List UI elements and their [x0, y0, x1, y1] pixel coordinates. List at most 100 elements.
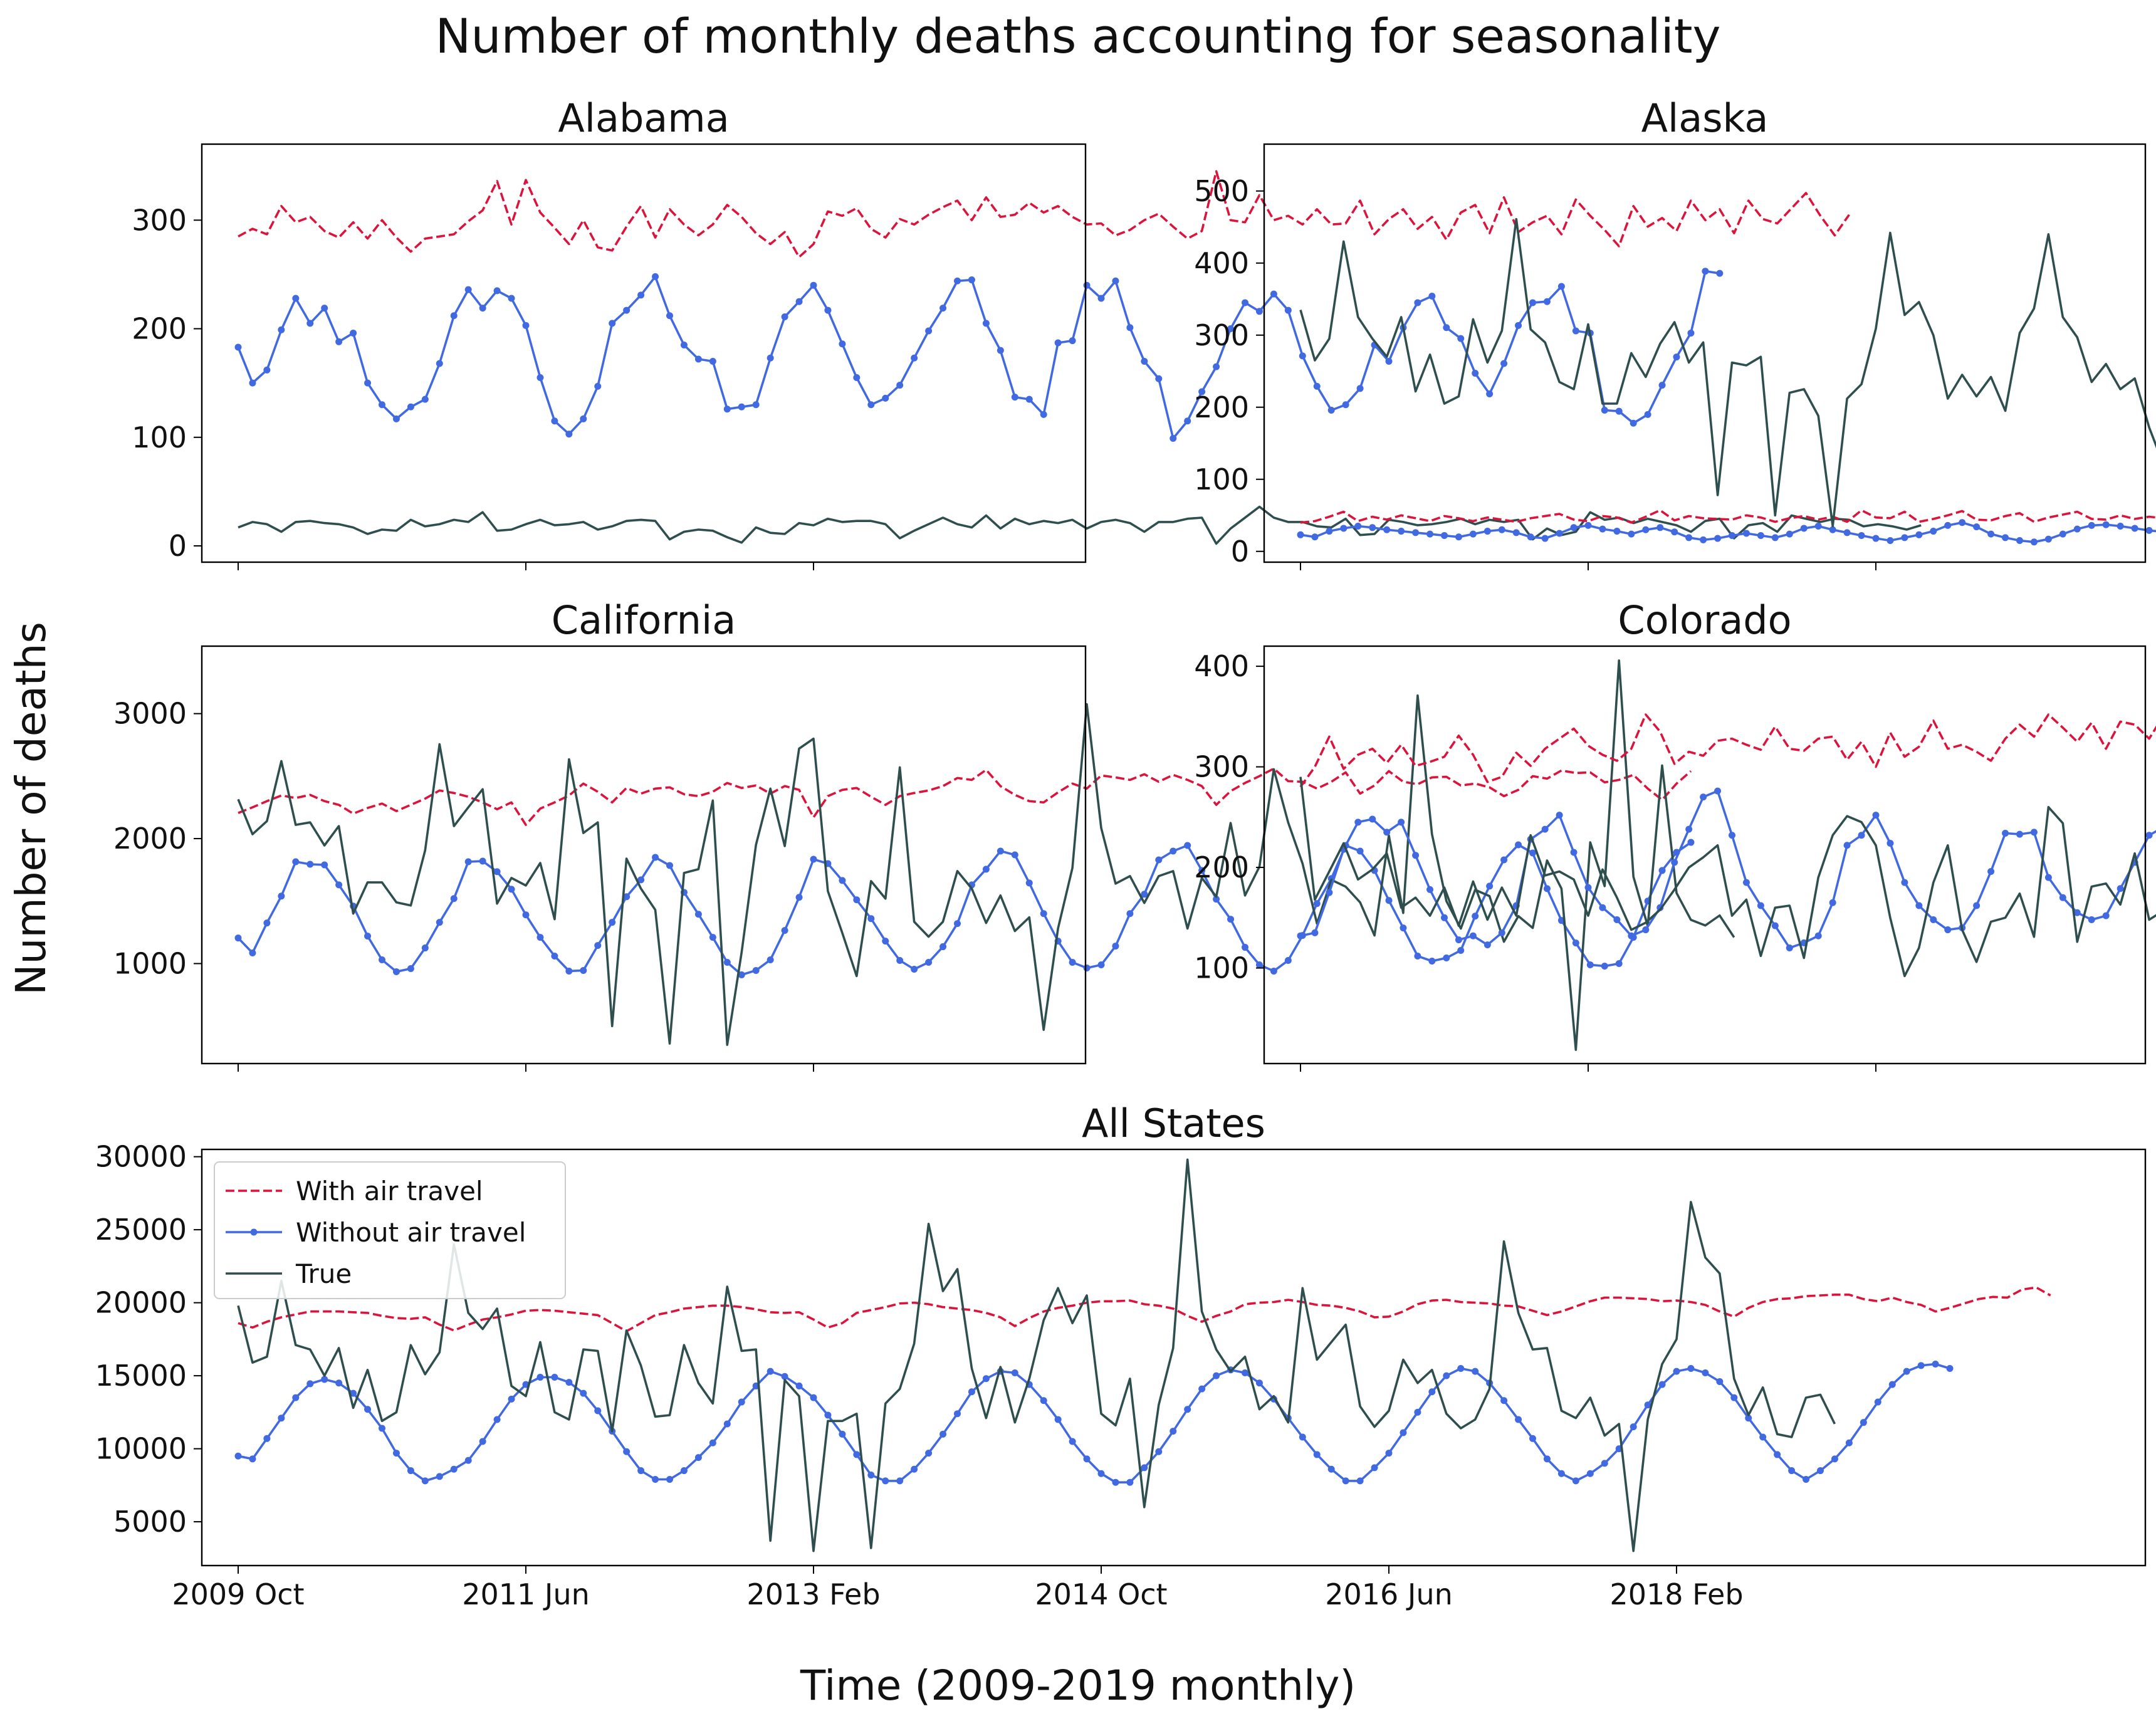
data-point: [580, 415, 587, 422]
data-point: [709, 934, 716, 941]
data-point: [1155, 1448, 1163, 1455]
figure-title: Number of monthly deaths accounting for …: [435, 8, 1721, 64]
series-line-with-air-travel: [1300, 509, 2156, 524]
data-point: [321, 1376, 328, 1383]
data-point: [1529, 299, 1536, 306]
data-point: [1630, 419, 1637, 427]
data-point: [234, 343, 242, 351]
legend-label: Without air travel: [296, 1217, 526, 1248]
data-point: [1658, 1381, 1666, 1388]
data-point: [694, 355, 702, 363]
data-point: [1184, 1406, 1191, 1413]
data-point: [565, 1379, 573, 1386]
data-point: [1469, 932, 1477, 939]
data-point: [1170, 847, 1177, 855]
axes-frame: [1263, 143, 2147, 563]
data-point: [968, 276, 975, 284]
data-point: [1385, 357, 1393, 365]
data-point: [493, 868, 501, 876]
data-point: [1369, 815, 1376, 823]
data-point: [1141, 891, 1148, 898]
data-point: [1572, 939, 1579, 947]
data-point: [436, 1473, 443, 1480]
data-point: [1255, 1379, 1263, 1387]
data-point: [536, 934, 544, 941]
data-point: [1786, 944, 1793, 951]
y-tick-label: 0: [1231, 535, 1249, 568]
data-point: [1543, 1455, 1551, 1463]
data-point: [925, 327, 933, 335]
data-point: [939, 1430, 947, 1438]
panel-california: California 1000 2000 3000: [113, 597, 1735, 1072]
data-point: [1198, 867, 1206, 874]
data-point: [1455, 936, 1462, 944]
data-point: [1786, 530, 1793, 538]
data-point: [1843, 842, 1851, 849]
y-tick-label: 400: [1194, 649, 1249, 683]
data-point: [335, 338, 343, 345]
data-point: [1658, 867, 1666, 874]
data-point: [1874, 1398, 1881, 1406]
data-point: [263, 919, 271, 927]
data-point: [767, 354, 774, 362]
data-point: [1860, 1419, 1867, 1426]
data-point: [1011, 851, 1018, 859]
data-point: [1915, 902, 1923, 909]
data-point: [1369, 524, 1376, 531]
data-point: [709, 1439, 716, 1446]
data-point: [1457, 1364, 1465, 1372]
data-point: [1299, 1433, 1306, 1441]
series-markers-without-air-travel: [1297, 787, 2153, 951]
data-point: [1213, 363, 1220, 370]
data-point: [306, 860, 314, 868]
data-point: [1814, 523, 1822, 530]
y-tick-label: 100: [1194, 463, 1249, 496]
data-point: [551, 1373, 558, 1381]
data-point: [1327, 406, 1335, 414]
data-point: [1170, 1428, 1177, 1435]
y-tick-label: 200: [1194, 390, 1249, 424]
data-point: [1083, 1455, 1091, 1463]
data-point: [1613, 528, 1621, 535]
data-point: [1155, 856, 1163, 864]
y-tick-label: 200: [1194, 850, 1249, 884]
legend-label: True: [295, 1258, 352, 1289]
data-point: [652, 273, 659, 280]
data-point: [652, 854, 659, 861]
data-point: [1412, 852, 1420, 859]
data-point: [321, 305, 328, 312]
data-point: [335, 881, 343, 889]
data-point: [1441, 531, 1448, 539]
data-point: [1242, 299, 1248, 306]
data-point: [968, 1388, 975, 1396]
data-point: [810, 1394, 817, 1401]
data-point: [1714, 787, 1722, 795]
data-point: [292, 858, 300, 866]
panel-all-states: All States 5000 10000 15000 20000 25000 30000 2…: [95, 1101, 2147, 1611]
data-point: [249, 1455, 256, 1463]
data-point: [1541, 535, 1549, 542]
data-point: [795, 1382, 803, 1389]
data-point: [522, 911, 530, 919]
data-point: [882, 1477, 889, 1485]
data-point: [551, 953, 558, 960]
data-point: [666, 1476, 673, 1483]
data-point: [249, 949, 256, 957]
data-point: [1543, 298, 1551, 305]
data-point: [954, 277, 961, 285]
data-point: [1512, 529, 1520, 536]
data-point: [1584, 884, 1592, 891]
data-point: [1227, 325, 1235, 333]
data-point: [2073, 525, 2081, 533]
data-point: [1356, 1477, 1364, 1485]
data-point: [1242, 1369, 1248, 1376]
y-tick-label: 2000: [113, 822, 187, 855]
data-point: [1515, 841, 1522, 849]
data-point: [2002, 534, 2009, 541]
data-point: [450, 1465, 458, 1473]
data-point: [580, 966, 587, 974]
data-point: [1356, 385, 1364, 392]
data-point: [1198, 388, 1206, 395]
data-point: [464, 1457, 472, 1464]
data-point: [263, 366, 271, 374]
